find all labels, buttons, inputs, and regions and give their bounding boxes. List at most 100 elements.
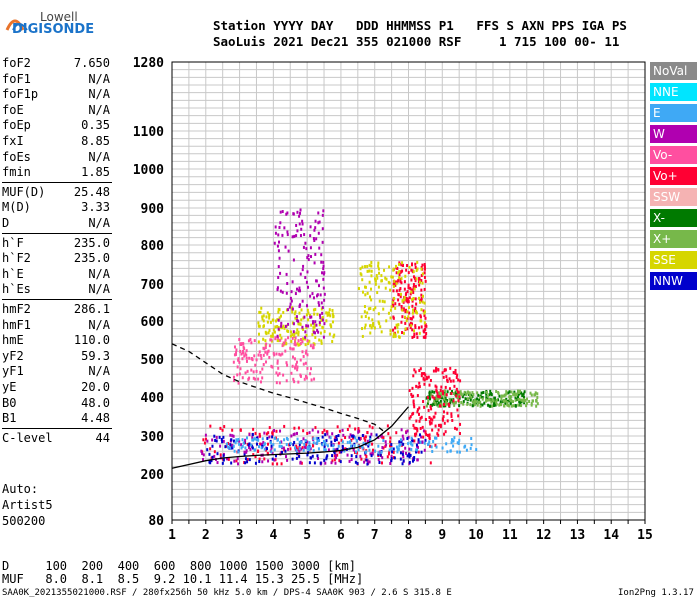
echo-point [402,442,405,446]
echo-point [309,294,312,298]
echo-point [495,400,498,404]
echo-point [491,398,494,402]
echo-point [346,427,349,431]
echo-point [356,462,359,466]
echo-point [462,402,465,406]
echo-point [525,397,528,401]
echo-point [283,424,286,428]
echo-point [398,335,401,339]
echo-point [425,375,428,379]
echo-point [384,276,387,280]
echo-point [350,444,353,448]
echo-point [302,264,305,268]
echo-point [274,231,277,235]
param-name: yE [2,380,17,394]
echo-point [316,328,319,332]
echo-point [406,327,409,331]
echo-point [280,324,283,328]
echo-point [293,432,296,436]
echo-point [208,452,211,456]
echo-point [317,330,320,334]
echo-point [296,365,299,369]
echo-point [456,441,459,445]
echo-point [430,393,433,397]
echo-point [404,321,407,325]
echo-point [377,267,380,271]
echo-point [387,311,390,315]
echo-point [517,403,520,407]
logo-brand-top: Lowell [40,10,78,24]
echo-point [354,427,357,431]
digisonde-logo: Lowell DIGISONDE [3,6,94,42]
echo-point [331,339,334,343]
echo-point [411,386,414,390]
echo-point [259,370,262,374]
param-row: hmF1 N/A [2,318,110,334]
echo-point [426,396,429,400]
echo-point [418,277,421,281]
param-row: h`Es N/A [2,282,110,298]
param-row: D N/A [2,216,110,232]
echo-point [375,274,378,278]
echo-point [423,311,426,315]
echo-point [335,435,338,439]
param-value: 7.650 [73,56,110,70]
echo-point [285,455,288,459]
echo-point [392,282,395,286]
echo-point [411,304,414,308]
echo-point [408,311,411,315]
echo-point [441,418,444,422]
echo-point [429,422,432,426]
echo-point [257,353,260,357]
echo-point [267,452,270,456]
echo-point [412,270,415,274]
echo-point [501,394,504,398]
echo-point [519,400,522,404]
echo-point [440,385,443,389]
echo-point [371,448,374,452]
echo-point [289,302,292,306]
echo-point [392,335,395,339]
echo-point [291,307,294,311]
echo-point [269,320,272,324]
echo-point [392,299,395,303]
echo-point [429,444,432,448]
echo-point [439,395,442,399]
echo-point [417,438,420,442]
echo-point [415,419,418,423]
echo-point [372,322,375,326]
echo-point [465,393,468,397]
echo-point [294,365,297,369]
echo-point [288,305,291,309]
echo-point [400,263,403,267]
echo-point [314,331,317,335]
echo-point [267,459,270,463]
echo-point [415,426,418,430]
echo-point [492,399,495,403]
echo-point [417,385,420,389]
echo-point [233,353,236,357]
echo-point [418,331,421,335]
y-tick-label: 300 [141,430,165,445]
echo-point [411,322,414,326]
echo-point [300,461,303,465]
echo-point [240,342,243,346]
echo-point [502,398,505,402]
echo-point [441,446,444,450]
echo-point [432,402,435,406]
echo-point [439,399,442,403]
echo-point [427,399,430,403]
echo-point [271,457,274,461]
echo-point [352,448,355,452]
echo-point [262,319,265,323]
echo-point [398,288,401,292]
echo-point [262,353,265,357]
echo-point [415,432,418,436]
note-auto: Auto: [2,482,39,496]
echo-point [370,260,373,264]
echo-point [244,352,247,356]
echo-point [489,389,492,393]
echo-point [222,458,225,462]
echo-point [420,298,423,302]
series-line-profile [171,406,409,469]
